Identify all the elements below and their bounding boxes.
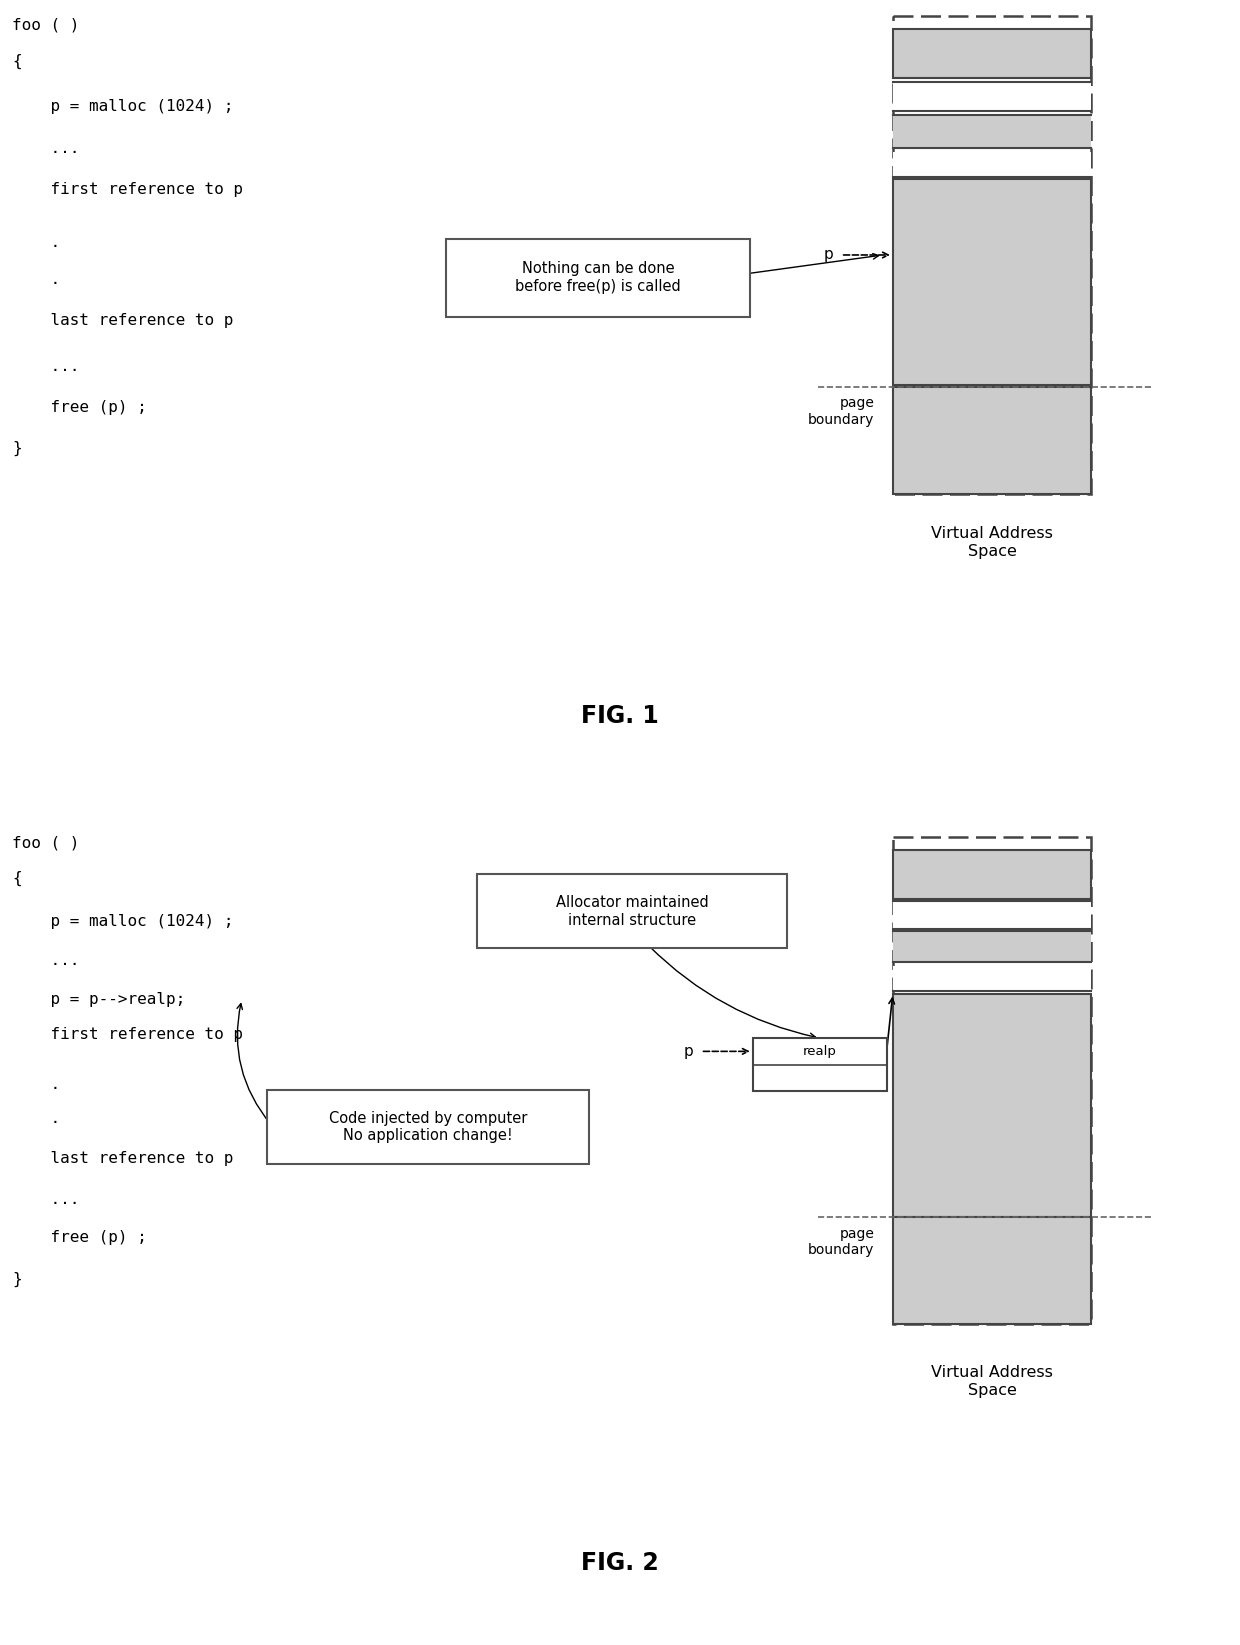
Bar [893,115,1091,148]
Bar [753,1038,887,1092]
Bar [893,931,1091,962]
Text: p: p [683,1045,693,1059]
Text: last reference to p: last reference to p [12,1150,234,1166]
FancyBboxPatch shape [477,875,787,948]
Text: first reference to p: first reference to p [12,181,243,197]
FancyBboxPatch shape [267,1089,589,1165]
Bar [893,966,1091,990]
Text: free (p) ;: free (p) ; [12,400,148,415]
Text: Code injected by computer
No application change!: Code injected by computer No application… [329,1110,527,1143]
Text: ...: ... [12,1191,79,1207]
Bar [893,1217,1091,1324]
Bar [893,901,1091,928]
Bar [893,151,1091,176]
Text: .: . [12,1076,61,1092]
Text: ...: ... [12,140,79,156]
Text: first reference to p: first reference to p [12,1026,243,1043]
Bar [893,837,1091,1324]
Text: realp: realp [802,1045,837,1058]
Bar [893,16,1091,493]
Text: .: . [12,271,61,288]
Text: .: . [12,1110,61,1127]
Bar [893,82,1091,110]
Text: foo ( ): foo ( ) [12,16,79,33]
Text: p: p [823,247,833,263]
Text: ...: ... [12,952,79,969]
Bar [893,179,1091,385]
Text: page
boundary: page boundary [807,1227,874,1257]
Text: p = p-->realp;: p = p-->realp; [12,992,186,1007]
Text: Virtual Address
Space: Virtual Address Space [931,526,1053,559]
Text: p = malloc (1024) ;: p = malloc (1024) ; [12,913,234,929]
Text: p = malloc (1024) ;: p = malloc (1024) ; [12,99,234,115]
Text: Allocator maintained
internal structure: Allocator maintained internal structure [556,895,709,928]
Text: foo ( ): foo ( ) [12,836,79,850]
Text: .: . [12,235,61,250]
Bar [893,387,1091,494]
Text: {: { [12,870,22,887]
Bar [893,28,1091,77]
Bar [893,849,1091,898]
Text: FIG. 2: FIG. 2 [582,1551,658,1574]
Text: ...: ... [12,359,79,373]
Text: last reference to p: last reference to p [12,313,234,329]
Text: {: { [12,54,22,69]
Text: Virtual Address
Space: Virtual Address Space [931,1365,1053,1398]
Text: FIG. 1: FIG. 1 [582,704,658,727]
Text: Nothing can be done
before free(p) is called: Nothing can be done before free(p) is ca… [516,262,681,294]
Bar [893,994,1091,1217]
FancyBboxPatch shape [446,239,750,316]
Text: }: } [12,441,22,456]
Text: }: } [12,1272,22,1286]
Text: free (p) ;: free (p) ; [12,1230,148,1245]
Text: page
boundary: page boundary [807,396,874,426]
